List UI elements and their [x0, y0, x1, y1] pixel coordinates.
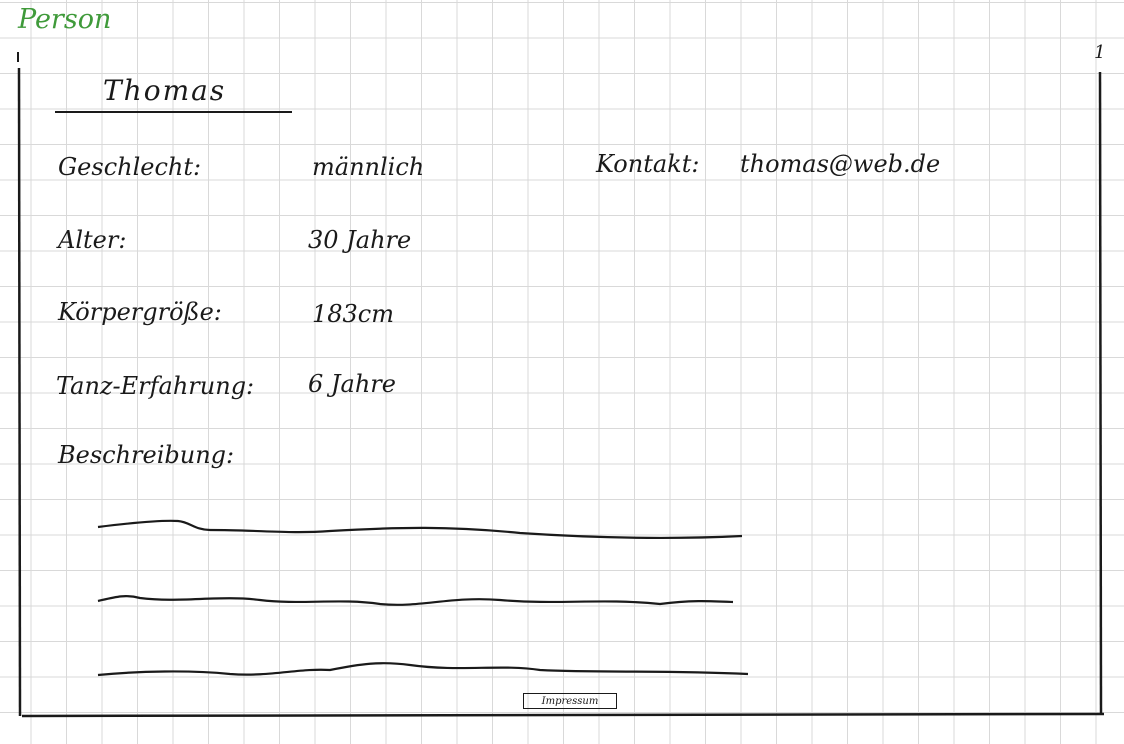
- height-value: 183cm: [312, 300, 395, 328]
- dance-experience-label: Tanz-Erfahrung:: [56, 372, 255, 400]
- age-value: 30 Jahre: [308, 226, 412, 254]
- dance-experience-value: 6 Jahre: [308, 370, 396, 398]
- page-title: Person: [18, 4, 112, 35]
- gender-value: männlich: [312, 153, 425, 181]
- frame-left-edge: [17, 67, 22, 717]
- description-line-1: [97, 519, 743, 539]
- gender-label: Geschlecht:: [58, 153, 202, 181]
- description-label: Beschreibung:: [58, 441, 235, 469]
- frame-bottom-edge: [21, 712, 1105, 718]
- profile-name: Thomas: [103, 74, 227, 107]
- age-label: Alter:: [58, 226, 127, 254]
- description-line-2: [97, 595, 734, 606]
- contact-value: thomas@web.de: [740, 150, 941, 178]
- description-line-3: [97, 662, 749, 677]
- height-label: Körpergröße:: [58, 298, 222, 326]
- contact-label: Kontakt:: [596, 150, 700, 178]
- page-marker: 1: [1094, 42, 1106, 63]
- frame-right-edge: [1098, 71, 1103, 715]
- impressum-button[interactable]: Impressum: [523, 693, 617, 709]
